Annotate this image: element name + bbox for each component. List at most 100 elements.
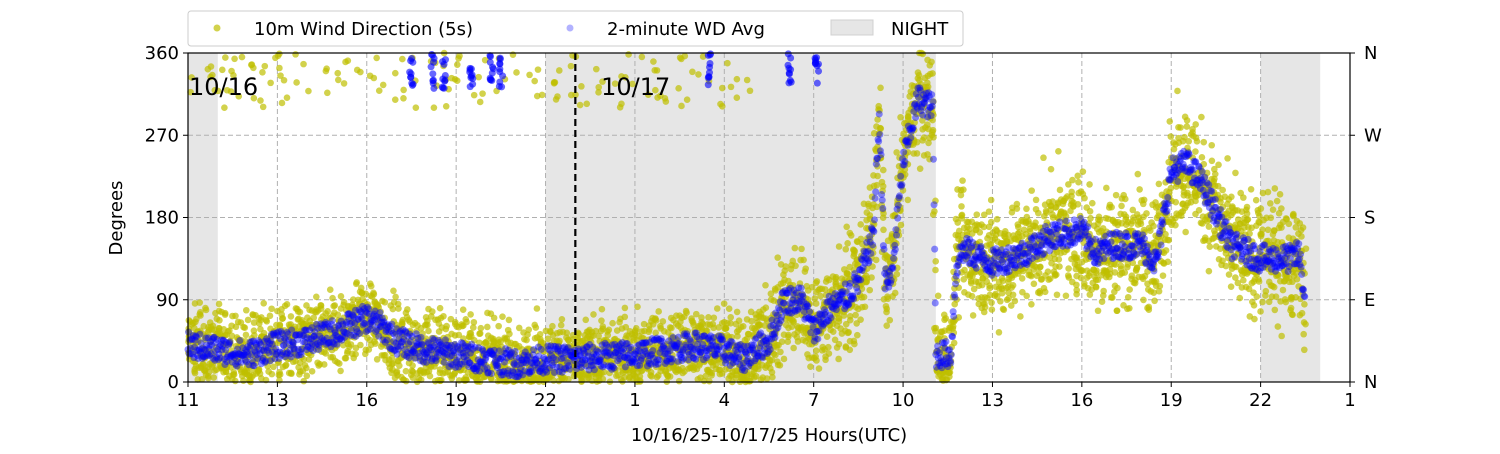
wind-5s-point [678,103,685,110]
wind-5s-point [583,101,590,108]
wind-5s-point [781,267,788,274]
wind-5s-point [1126,286,1133,293]
wind-5s-point [880,214,887,221]
wind-5s-point [1172,222,1179,229]
wind-5s-point [734,94,741,101]
wind-5s-point [1286,221,1293,228]
wind-5s-point [862,303,869,310]
wind-5s-point [905,114,912,121]
wind-5s-point [721,300,728,307]
wind-5s-point [932,267,939,274]
wind-5s-point [1232,170,1239,177]
wind-5s-point [392,96,399,103]
wind-5s-point [1001,306,1008,313]
wind-5s-point [880,226,887,233]
wind-5s-point [1288,305,1295,312]
wind-5s-point [1019,275,1026,282]
wind-5s-point [283,362,290,369]
wind-5s-point [973,211,980,218]
wind-5s-point [648,369,655,376]
wind-5s-point [1114,285,1121,292]
wind-5s-point [1143,210,1150,217]
wind-5s-point [1089,200,1096,207]
wind-5s-point [1243,207,1250,214]
wind-5s-point [491,315,498,322]
wind-5s-point [345,57,352,64]
wind-5s-point [216,301,223,308]
wind-5s-point [455,55,462,62]
wind-5s-point [403,368,410,375]
wind-5s-point [1132,280,1139,287]
wind-5s-point [380,82,387,89]
wind-5s-point [790,345,797,352]
wind-5s-point [334,70,341,77]
wind-5s-point [816,365,823,372]
wind-5s-point [534,305,541,312]
wind-5s-point [848,232,855,239]
wind-5s-point [510,51,517,58]
wind-5s-point [267,313,274,320]
wind-5s-point [353,279,360,286]
wind-5s-point [932,258,939,265]
wind-5s-point [475,74,482,81]
wind-5s-point [960,186,967,193]
wind-5s-point [1263,288,1270,295]
wind-5s-point [1053,271,1060,278]
wind-5s-point [478,325,485,332]
wind-avg-point [419,341,426,348]
wind-5s-point [284,94,291,101]
wind-5s-point [1253,197,1260,204]
wind-5s-point [368,283,375,290]
wind-avg-point [591,366,598,373]
wind-5s-point [847,347,854,354]
wind-5s-point [1124,264,1131,271]
wind-5s-point [1167,133,1174,140]
wind-5s-point [1049,198,1056,205]
wind-5s-point [1040,154,1047,161]
wind-5s-point [1301,319,1308,326]
wind-5s-point [425,328,432,335]
wind-5s-point [424,322,431,329]
wind-5s-point [1065,265,1072,272]
wind-5s-point [373,55,380,62]
wind-5s-point [1138,221,1145,228]
wind-5s-point [883,306,890,313]
wind-5s-point [1177,124,1184,131]
wind-5s-point [652,315,659,322]
wind-5s-point [851,248,858,255]
wind-5s-point [769,369,776,376]
wind-5s-point [205,373,212,380]
wind-5s-point [689,69,696,76]
wind-5s-point [261,63,268,70]
wind-5s-point [874,173,881,180]
wind-5s-point [216,317,223,324]
wind-5s-point [734,76,741,83]
wind-5s-point [389,361,396,368]
wind-5s-point [437,305,444,312]
wind-5s-point [1069,177,1076,184]
wind-5s-point [1036,270,1043,277]
wind-5s-point [280,315,287,322]
wind-5s-point [792,245,799,252]
wind-5s-point [1228,194,1235,201]
wind-avg-point [496,347,503,354]
wind-5s-point [1172,199,1179,206]
wind-5s-point [1032,219,1039,226]
wind-5s-point [958,212,965,219]
wind-5s-point [288,313,295,320]
wind-5s-point [763,304,770,311]
wind-5s-point [382,299,389,306]
wind-5s-point [1027,272,1034,279]
wind-5s-point [1075,179,1082,186]
wind-5s-point [400,87,407,94]
wind-5s-point [1106,274,1113,281]
wind-avg-point [226,339,233,346]
wind-5s-point [819,344,826,351]
wind-5s-point [341,80,348,87]
wind-5s-point [1140,201,1147,208]
wind-5s-point [477,99,484,106]
wind-5s-point [600,323,607,330]
wind-5s-point [241,324,248,331]
wind-5s-point [622,305,629,312]
wind-5s-point [321,361,328,368]
